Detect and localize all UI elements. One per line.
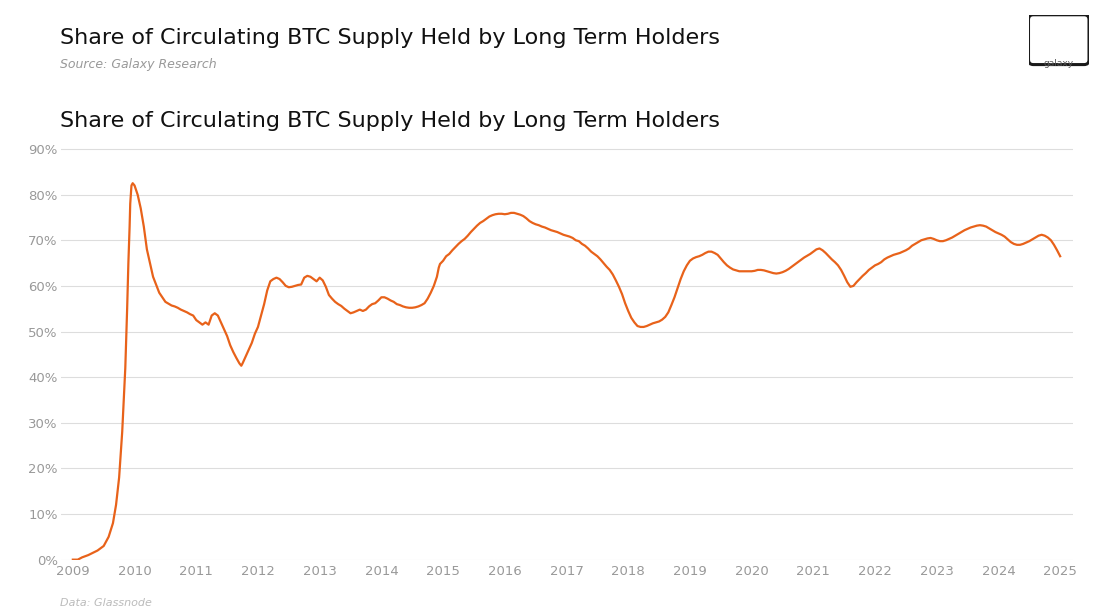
Text: Data: Glassnode: Data: Glassnode — [60, 598, 153, 608]
Text: galaxy: galaxy — [1044, 59, 1074, 68]
Text: Source: Galaxy Research: Source: Galaxy Research — [60, 58, 217, 71]
FancyBboxPatch shape — [1028, 15, 1089, 65]
Text: Share of Circulating BTC Supply Held by Long Term Holders: Share of Circulating BTC Supply Held by … — [60, 111, 720, 131]
Text: Share of Circulating BTC Supply Held by Long Term Holders: Share of Circulating BTC Supply Held by … — [60, 28, 720, 48]
